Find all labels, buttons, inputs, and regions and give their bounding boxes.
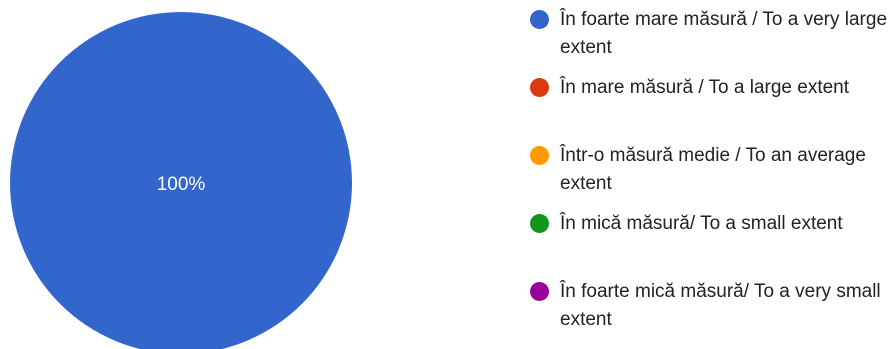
chart-legend: În foarte mare măsură / To a very large … bbox=[530, 6, 890, 346]
legend-label-small: În mică măsură/ To a small extent bbox=[560, 213, 843, 234]
legend-swatch-very-large bbox=[530, 10, 549, 29]
legend-swatch-very-small bbox=[530, 282, 549, 301]
legend-item-average: Într-o măsură medie / To an average exte… bbox=[530, 142, 890, 210]
legend-swatch-average bbox=[530, 146, 549, 165]
legend-item-large: În mare măsură / To a large extent bbox=[530, 74, 890, 142]
pie-label-to-a-very-large-extent: 100% bbox=[157, 174, 206, 195]
pie-plot: 100% bbox=[10, 12, 352, 349]
legend-label-very-small: În foarte mică măsură/ To a very small e… bbox=[560, 281, 881, 330]
legend-swatch-large bbox=[530, 78, 549, 97]
legend-label-average: Într-o măsură medie / To an average exte… bbox=[560, 145, 866, 194]
legend-item-small: În mică măsură/ To a small extent bbox=[530, 210, 890, 278]
legend-item-very-small: În foarte mică măsură/ To a very small e… bbox=[530, 278, 890, 346]
legend-label-very-large: În foarte mare măsură / To a very large … bbox=[560, 9, 888, 58]
legend-item-very-large: În foarte mare măsură / To a very large … bbox=[530, 6, 890, 74]
legend-swatch-small bbox=[530, 214, 549, 233]
pie-slice-to-a-very-large-extent bbox=[10, 12, 352, 349]
legend-label-large: În mare măsură / To a large extent bbox=[560, 77, 850, 98]
